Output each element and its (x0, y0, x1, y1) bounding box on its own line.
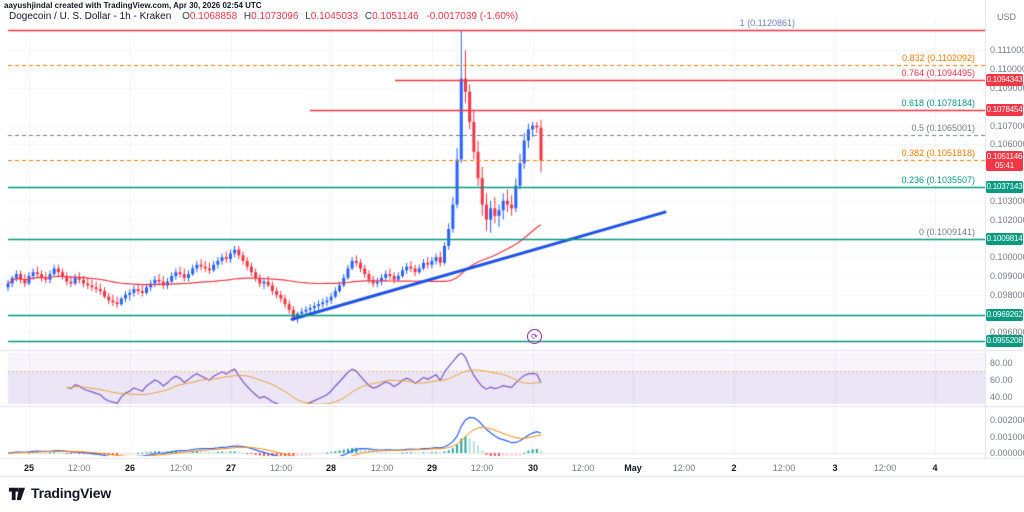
time-axis-label: 26 (124, 463, 136, 473)
time-axis-label: 28 (325, 463, 337, 473)
currency-label: USD (997, 12, 1017, 22)
price-axis-label: 0.1060000 (990, 139, 1024, 150)
high-label: H (243, 11, 252, 22)
high-value: 0.1073096 (251, 11, 299, 22)
rsi-axis-label: 80.00 (990, 358, 1013, 368)
time-axis-label: 3 (832, 463, 838, 473)
price-badge: 0.0969262 (986, 308, 1023, 321)
close-label: C (364, 11, 373, 22)
fib-level-label: 1 (0.1120861) (739, 17, 795, 28)
price-axis-label: 0.1020000 (990, 214, 1024, 225)
price-axis-label: 0.0990000 (990, 270, 1024, 281)
symbol-title[interactable]: Dogecoin / U. S. Dollar - 1h - Kraken (9, 11, 172, 22)
open-value: 0.1068858 (189, 11, 238, 22)
macd-axis-label: 0.0020000 (990, 415, 1024, 425)
fib-level-label: 0.382 (0.1051818) (901, 147, 975, 158)
rsi-axis-label: 40.00 (990, 392, 1013, 402)
time-axis-label: 12:00 (370, 463, 394, 473)
price-badge: 0.1094343 (986, 73, 1023, 86)
close-value: 0.1051146 (372, 11, 419, 22)
time-axis-label: 4 (932, 463, 938, 473)
time-axis-label: 27 (225, 463, 237, 473)
low-label: L (305, 11, 311, 22)
price-axis-label: 0.1000000 (990, 252, 1024, 263)
fib-level-label: 0.236 (0.1035507) (901, 175, 975, 186)
time-axis-label: 30 (527, 463, 539, 473)
time-axis-label: 12:00 (571, 463, 595, 473)
time-axis-label: 12:00 (672, 463, 696, 473)
macd-axis-label: 0.0000000 (990, 448, 1024, 458)
chart-legend: Dogecoin / U. S. Dollar - 1h - Kraken O0… (9, 11, 518, 22)
time-axis-label: 12:00 (169, 463, 193, 473)
marker-glyph: ⟳ (531, 331, 538, 341)
tradingview-logo-icon (8, 487, 26, 501)
current-price-badge: 0.1051146 05:41 (986, 151, 1023, 172)
fib-level-label: 0.764 (0.1094495) (901, 67, 975, 78)
fib-level-label: 0 (0.1009141) (918, 226, 975, 237)
low-value: 0.1045033 (310, 11, 359, 22)
price-axis-label: 0.1070000 (990, 120, 1024, 131)
price-axis-label: 0.1030000 (990, 195, 1024, 206)
price-axis-label: 0.0980000 (990, 289, 1024, 300)
price-badge: 0.1078454 (986, 103, 1023, 116)
time-axis-label: 2 (731, 463, 737, 473)
time-axis-label: May (624, 463, 642, 473)
time-axis-label: 12:00 (67, 463, 91, 473)
price-badge: 0.1037143 (986, 181, 1023, 194)
time-axis[interactable]: 25 12:00 26 12:00 27 12:00 28 12:00 29 12:00 30 12:… (0, 459, 986, 477)
fib-level-label: 0.832 (0.1102092) (902, 53, 975, 64)
rsi-axis-label: 60.00 (990, 375, 1013, 385)
price-axis-label: 0.0960000 (990, 327, 1024, 338)
change-value: -0.0017039 (-1.60%) (426, 11, 519, 22)
open-label: O (182, 11, 190, 22)
time-axis-label: 12:00 (772, 463, 796, 473)
time-axis-label: 12:00 (470, 463, 494, 473)
time-axis-label: 29 (426, 463, 438, 473)
price-badge: 0.0955208 (986, 335, 1023, 348)
macd-axis-label: 0.0010000 (990, 431, 1024, 442)
chart-marker-icon[interactable]: ⟳ (527, 329, 542, 344)
price-axis-label: 0.1090000 (990, 83, 1024, 93)
tradingview-logo-text: TradingView (31, 485, 112, 501)
time-axis-label: 25 (23, 463, 35, 473)
price-axis-label: 0.1100000 (990, 64, 1024, 75)
price-badge: 0.1009814 (986, 232, 1023, 245)
fib-level-label: 0.5 (0.1065001) (911, 122, 975, 133)
attribution-text: aayushjindal created with TradingView.co… (4, 1, 262, 10)
time-axis-label: 12:00 (269, 463, 293, 473)
time-axis-label: 12:00 (873, 463, 897, 473)
tradingview-logo[interactable]: TradingView (8, 484, 111, 502)
fib-level-label: 0.618 (0.1078184) (901, 97, 975, 108)
